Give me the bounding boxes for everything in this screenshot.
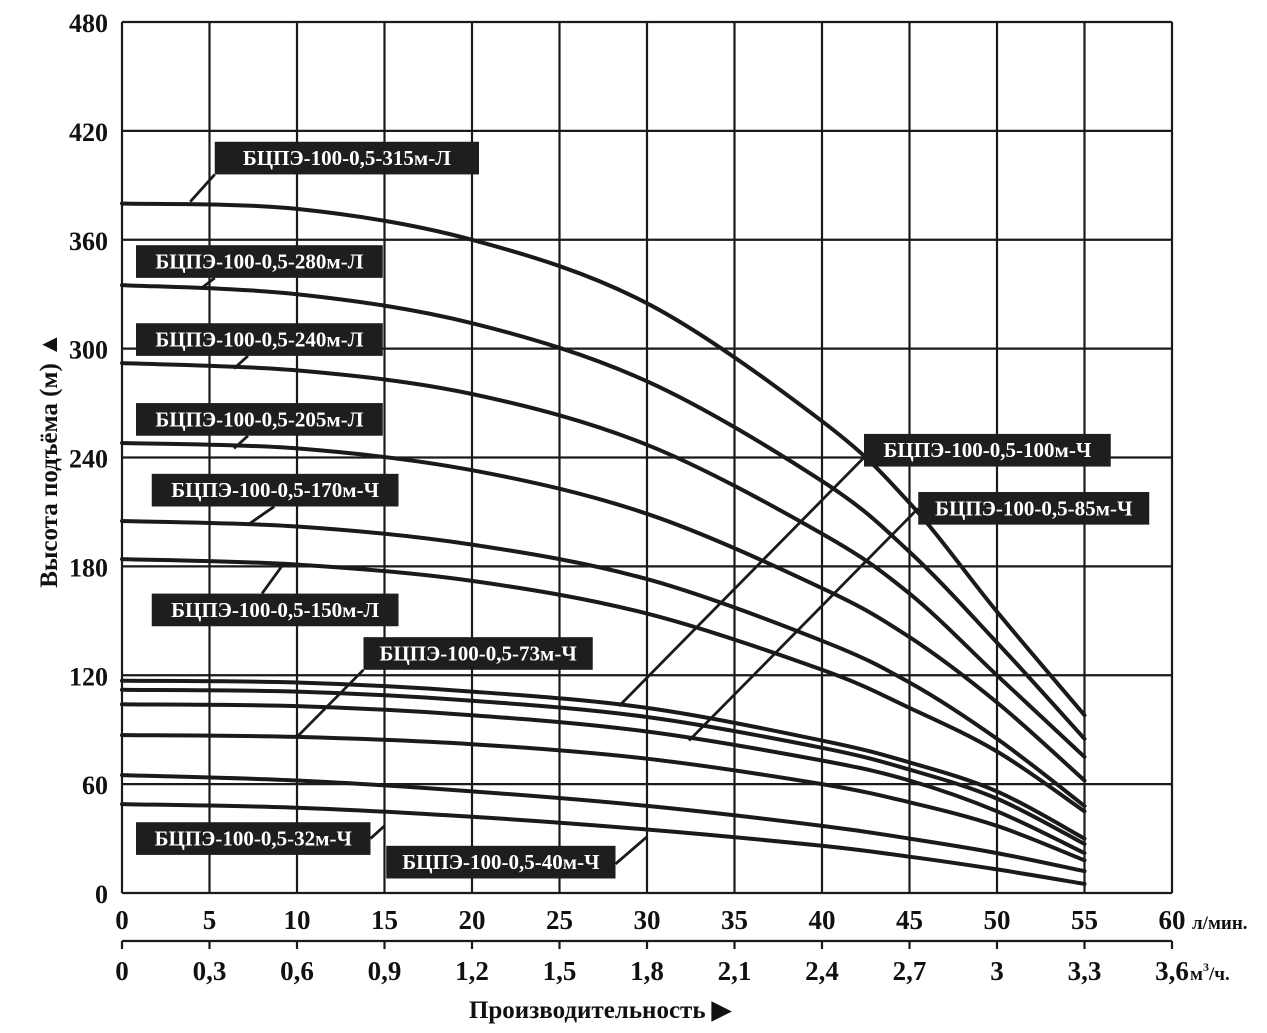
- label-leader-line: [296, 668, 365, 738]
- x-tick-label-m3h: 3: [990, 956, 1004, 986]
- y-tick-label: 480: [69, 9, 108, 38]
- x-tick-label-lpm: 40: [809, 905, 836, 935]
- y-axis-arrow: ▲: [36, 332, 63, 357]
- x-unit-m3h: м3/ч.: [1190, 960, 1230, 985]
- series-label-text: БЦПЭ-100-0,5-315м-Л: [243, 146, 451, 170]
- x-tick-label-m3h: 0,3: [193, 956, 227, 986]
- series-label-box: [214, 141, 479, 175]
- series-label-text: БЦПЭ-100-0,5-150м-Л: [171, 598, 379, 622]
- grid: [120, 20, 1174, 895]
- series-label-text: БЦПЭ-100-0,5-73м-Ч: [380, 641, 578, 665]
- label-leaders: [189, 173, 920, 866]
- x-unit-m3h-sup: 3: [1203, 960, 1209, 974]
- series-label-text: БЦПЭ-100-0,5-240м-Л: [155, 328, 363, 352]
- x-axis-title: Производительность ▶: [469, 997, 733, 1024]
- series-label-text: БЦПЭ-100-0,5-85м-Ч: [935, 496, 1133, 520]
- x-tick-label-lpm: 35: [721, 905, 748, 935]
- label-leader-line: [369, 824, 386, 840]
- y-axis-title: Высота подъёма (м) ▲: [36, 332, 63, 588]
- x-tick-labels-m3h: 0 0,3 0,6 0,9 1,2 1,5 1,8 2,1 2,4 2,7 3 3,3 3,6: [115, 956, 1189, 986]
- series-label-text: БЦПЭ-100-0,5-100м-Ч: [884, 438, 1092, 462]
- label-leader-line: [233, 354, 249, 370]
- x-tick-label-m3h: 3,3: [1068, 956, 1102, 986]
- y-tick-label: 60: [82, 771, 108, 800]
- x-tick-label-lpm: 5: [203, 905, 217, 935]
- x-axis-title-text: Производительность: [469, 997, 706, 1024]
- y-tick-label: 360: [69, 227, 108, 256]
- series-label-box: [386, 845, 616, 879]
- series-labels: БЦПЭ-100-0,5-315м-Л БЦПЭ-100-0,5-280м-Л БЦ…: [136, 141, 1150, 879]
- x-tick-label-lpm: 50: [984, 905, 1011, 935]
- series-label-text: БЦПЭ-100-0,5-280м-Л: [155, 250, 363, 274]
- x-unit-lpm: л/мин.: [1192, 913, 1248, 934]
- x-tick-label-m3h: 1,5: [543, 956, 577, 986]
- series-curve: [120, 441, 1087, 783]
- x-tick-label-lpm: 30: [634, 905, 661, 935]
- series-label-box: [136, 403, 383, 436]
- x-tick-label-m3h: 1,8: [630, 956, 664, 986]
- curves: [120, 201, 1087, 886]
- series-label-box: [151, 593, 399, 627]
- y-tick-label: 240: [69, 445, 108, 474]
- x-tick-label-lpm: 15: [371, 905, 398, 935]
- x-tick-label-lpm: 0: [115, 905, 129, 935]
- x-tick-label-m3h: 2,7: [893, 956, 927, 986]
- series-label-box: [136, 822, 371, 855]
- series-curve: [120, 557, 1087, 814]
- series-curve: [120, 678, 1087, 841]
- series-label-box: [136, 323, 383, 356]
- series-curve: [120, 687, 1087, 846]
- series-curve: [120, 702, 1087, 856]
- y-axis-title-text: Высота подъёма (м): [36, 363, 63, 588]
- series-curve: [120, 773, 1087, 874]
- x-tick-label-m3h: 0,6: [280, 956, 314, 986]
- x-tick-label-lpm: 25: [546, 905, 573, 935]
- series-label-box: [363, 637, 593, 670]
- secondary-x-axis: [120, 939, 1174, 949]
- x-tick-label-lpm: 60: [1159, 905, 1186, 935]
- series-curve: [120, 283, 1087, 741]
- y-tick-label: 0: [95, 880, 108, 909]
- label-leader-line: [688, 507, 920, 742]
- label-leader-line: [233, 434, 249, 450]
- series-label-text: БЦПЭ-100-0,5-205м-Л: [155, 407, 363, 431]
- label-leader-line: [614, 835, 648, 866]
- y-tick-label: 120: [69, 662, 108, 691]
- y-tick-label: 420: [69, 118, 108, 147]
- series-label-box: [136, 245, 383, 278]
- x-tick-labels-lpm: 0 5 10 15 20 25 30 35 40 45 50 55 60: [115, 905, 1185, 935]
- series-curve: [120, 201, 1087, 718]
- x-tick-label-m3h: 1,2: [455, 956, 489, 986]
- series-label-text: БЦПЭ-100-0,5-40м-Ч: [402, 850, 600, 874]
- series-label-box: [864, 433, 1111, 467]
- x-tick-label-lpm: 55: [1071, 905, 1098, 935]
- x-tick-label-m3h: 0,9: [368, 956, 402, 986]
- series-label-box: [918, 491, 1150, 525]
- series-label-box: [151, 473, 399, 507]
- series-curve: [120, 361, 1087, 759]
- x-tick-label-m3h: 2,1: [718, 956, 752, 986]
- series-label-text: БЦПЭ-100-0,5-170м-Ч: [171, 478, 379, 502]
- x-tick-label-lpm: 20: [459, 905, 486, 935]
- x-tick-label-lpm: 10: [284, 905, 311, 935]
- series-curve: [120, 519, 1087, 808]
- label-leader-line: [260, 563, 285, 595]
- x-tick-label-m3h: 2,4: [805, 956, 839, 986]
- x-tick-label-lpm: 45: [896, 905, 923, 935]
- y-tick-label: 300: [69, 336, 108, 365]
- label-leader-line: [247, 505, 276, 526]
- x-axis-arrow: ▶: [711, 997, 733, 1024]
- x-unit-m3h-prefix: м: [1190, 964, 1203, 985]
- label-leader-line: [189, 173, 216, 203]
- y-tick-labels: 0 60 120 180 240 300 360 420 480: [69, 9, 108, 909]
- y-tick-label: 180: [69, 553, 108, 582]
- x-tick-label-m3h: 0: [115, 956, 129, 986]
- label-leader-line: [199, 276, 216, 290]
- x-unit-m3h-suffix: /ч.: [1208, 964, 1230, 985]
- label-leader-line: [618, 456, 865, 708]
- x-tick-label-m3h: 3,6: [1155, 956, 1189, 986]
- series-label-text: БЦПЭ-100-0,5-32м-Ч: [155, 827, 353, 851]
- series-curve: [120, 802, 1087, 886]
